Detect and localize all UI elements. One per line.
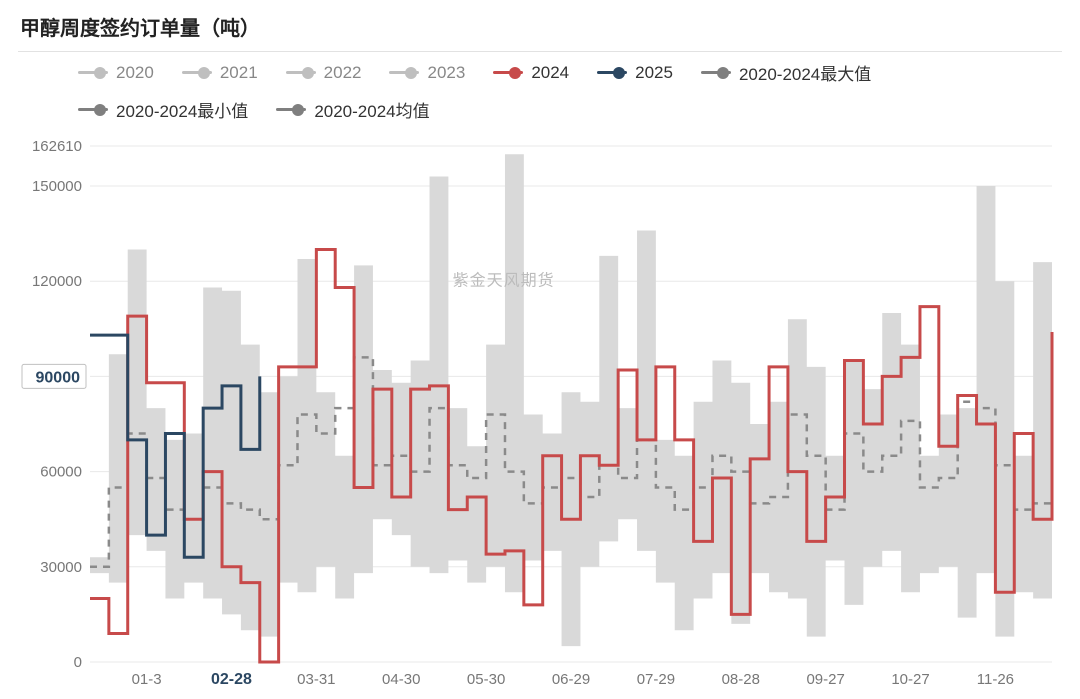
svg-text:02-28: 02-28 — [211, 671, 252, 688]
range-band — [90, 154, 1052, 646]
legend-swatch-icon — [701, 67, 731, 79]
svg-text:09-27: 09-27 — [806, 671, 844, 688]
legend-item-avg[interactable]: 2020-2024均值 — [276, 97, 429, 122]
legend-swatch-icon — [182, 67, 212, 79]
legend-item-y2024[interactable]: 2024 — [493, 60, 569, 85]
legend-item-y2023[interactable]: 2023 — [389, 60, 465, 85]
legend-item-y2022[interactable]: 2022 — [286, 60, 362, 85]
chart-container: 甲醇周度签约订单量（吨） 202020212022202320242025202… — [0, 0, 1080, 699]
svg-text:0: 0 — [74, 654, 82, 671]
legend-swatch-icon — [276, 104, 306, 116]
legend-item-y2025[interactable]: 2025 — [597, 60, 673, 85]
svg-text:60000: 60000 — [40, 464, 82, 481]
legend-label: 2020-2024最小值 — [116, 97, 248, 122]
svg-text:01-3: 01-3 — [132, 671, 162, 688]
svg-text:11-26: 11-26 — [977, 671, 1014, 688]
legend-item-y2020[interactable]: 2020 — [78, 60, 154, 85]
svg-text:10-27: 10-27 — [891, 671, 929, 688]
svg-text:07-29: 07-29 — [637, 671, 675, 688]
legend-label: 2020 — [116, 63, 154, 83]
legend-item-max[interactable]: 2020-2024最大值 — [701, 60, 871, 85]
legend-item-y2021[interactable]: 2021 — [182, 60, 258, 85]
legend-swatch-icon — [78, 104, 108, 116]
legend-swatch-icon — [389, 67, 419, 79]
legend-swatch-icon — [597, 67, 627, 79]
legend-label: 2021 — [220, 63, 258, 83]
watermark-text: 紫金天风期货 — [453, 271, 555, 289]
legend-label: 2022 — [324, 63, 362, 83]
svg-text:162610: 162610 — [32, 138, 82, 155]
svg-text:04-30: 04-30 — [382, 671, 420, 688]
legend: 2020 2021 2022 2023 2024 2025 2020-2024最大值 2020… — [18, 60, 1062, 136]
svg-text:90000: 90000 — [36, 369, 81, 386]
chart-svg: 0 30000 60000 90000 120000 150000 162610 紫金天风期货… — [18, 136, 1062, 696]
legend-label: 2020-2024最大值 — [739, 60, 871, 85]
svg-text:30000: 30000 — [40, 559, 82, 576]
chart-title: 甲醇周度签约订单量（吨） — [18, 10, 1062, 51]
title-separator — [18, 51, 1062, 52]
legend-item-min[interactable]: 2020-2024最小值 — [78, 97, 248, 122]
legend-swatch-icon — [78, 67, 108, 79]
legend-label: 2023 — [427, 63, 465, 83]
svg-text:150000: 150000 — [32, 178, 82, 195]
legend-swatch-icon — [286, 67, 316, 79]
svg-text:120000: 120000 — [32, 273, 82, 290]
legend-label: 2020-2024均值 — [314, 97, 429, 122]
svg-text:06-29: 06-29 — [552, 671, 590, 688]
legend-label: 2025 — [635, 63, 673, 83]
svg-text:03-31: 03-31 — [297, 671, 335, 688]
chart-plot-area: 0 30000 60000 90000 120000 150000 162610 紫金天风期货… — [18, 136, 1062, 686]
legend-swatch-icon — [493, 67, 523, 79]
svg-text:05-30: 05-30 — [467, 671, 505, 688]
legend-label: 2024 — [531, 63, 569, 83]
svg-text:08-28: 08-28 — [722, 671, 760, 688]
